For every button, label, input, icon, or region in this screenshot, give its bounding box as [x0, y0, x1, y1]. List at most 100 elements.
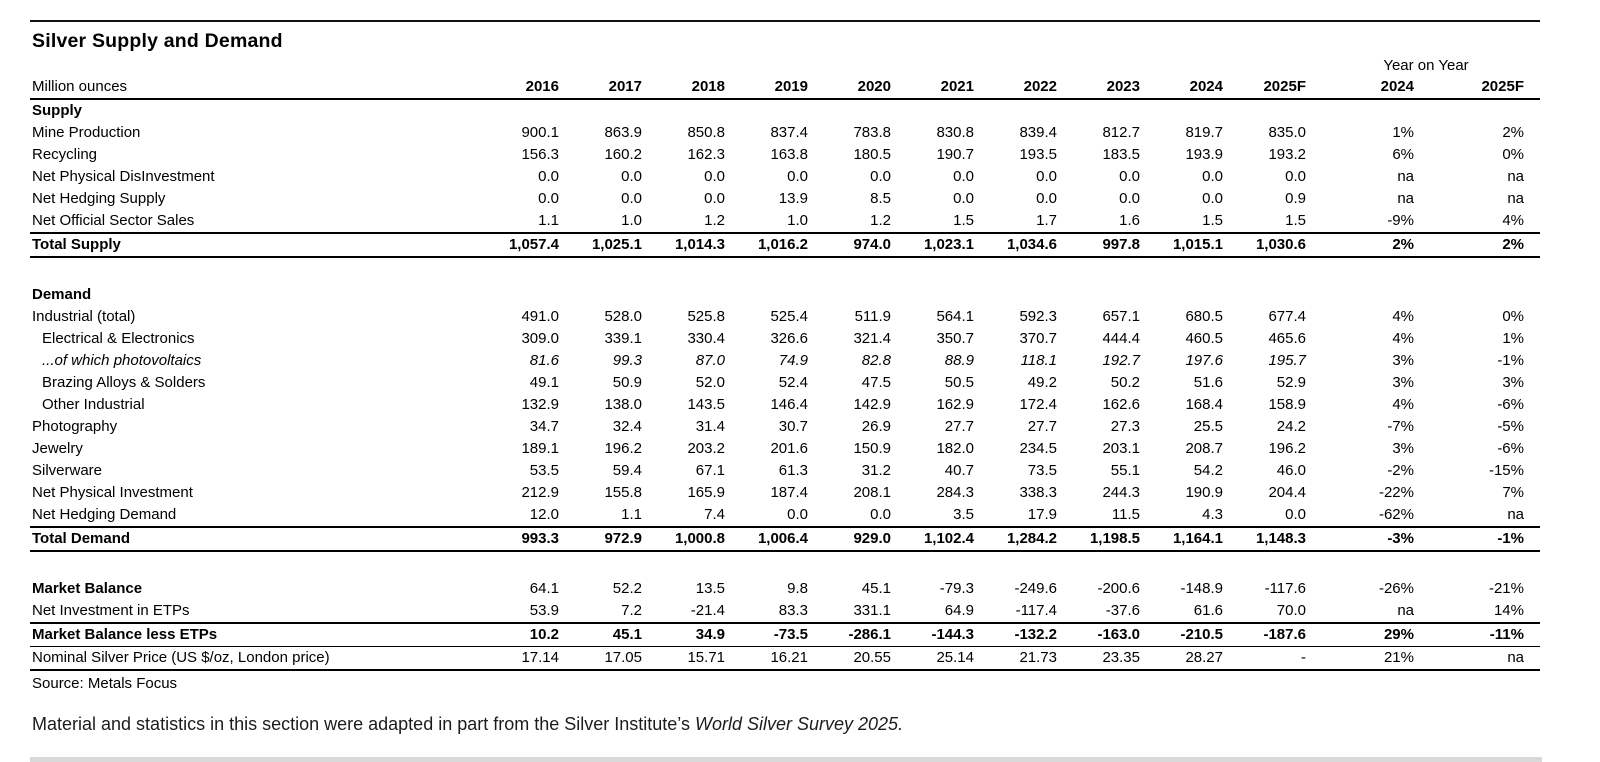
value-cell: -148.9 — [1180, 580, 1223, 597]
row-label: Other Industrial — [42, 396, 145, 413]
yoy-cell: 6% — [1392, 146, 1414, 163]
yoy-cell: na — [1397, 168, 1414, 185]
row-label: Net Investment in ETPs — [30, 600, 490, 624]
value-cell: 0.0 — [1237, 504, 1320, 528]
value-cell — [739, 284, 822, 306]
value-cell: 99.3 — [612, 352, 642, 369]
value-cell — [490, 99, 573, 122]
value-cell: 45.1 — [861, 580, 891, 597]
table-row: Photography 34.7 32.4 31.4 30.7 26.9 27.7 27.7 2… — [30, 416, 1540, 438]
value-cell: 0.0 — [1285, 168, 1306, 185]
yoy-cell: 2% — [1430, 233, 1540, 258]
value-cell: 592.3 — [1019, 308, 1057, 325]
value-cell: 339.1 — [604, 330, 642, 347]
value-cell: 32.4 — [612, 418, 642, 435]
value-cell: 1.5 — [1237, 210, 1320, 234]
value-cell: 208.1 — [853, 484, 891, 501]
value-cell: 47.5 — [861, 374, 891, 391]
value-cell: 165.9 — [687, 484, 725, 501]
value-cell: 168.4 — [1185, 396, 1223, 413]
value-cell: 0.0 — [538, 168, 559, 185]
value-cell: 15.71 — [656, 646, 739, 671]
value-cell: 1,006.4 — [739, 527, 822, 552]
value-cell — [1154, 99, 1237, 122]
value-cell: 850.8 — [687, 124, 725, 141]
table-row: Demand — [30, 284, 1540, 306]
row-label: Net Physical Investment — [32, 484, 193, 501]
table-body: Supply Mine Production 900.1 863.9 850.8 837.… — [30, 99, 1540, 671]
value-cell: 7.4 — [656, 504, 739, 528]
value-cell: 31.4 — [695, 418, 725, 435]
value-cell: 1,284.2 — [988, 527, 1071, 552]
value-cell: 0.0 — [1202, 190, 1223, 207]
value-cell: -187.6 — [1237, 623, 1320, 647]
value-cell: 13.9 — [778, 190, 808, 207]
yoy-cell — [1320, 284, 1430, 306]
value-cell — [988, 284, 1071, 306]
value-cell — [905, 284, 988, 306]
value-cell: 27.3 — [1110, 418, 1140, 435]
value-cell: 837.4 — [770, 124, 808, 141]
value-cell: 25.5 — [1193, 418, 1223, 435]
value-cell: 338.3 — [1019, 484, 1057, 501]
yoy-column-header: 2024 — [1320, 76, 1430, 100]
value-cell: 1,025.1 — [573, 233, 656, 258]
yoy-cell: 1% — [1392, 124, 1414, 141]
value-cell: 189.1 — [521, 440, 559, 457]
value-cell: 1,164.1 — [1154, 527, 1237, 552]
value-cell: 525.4 — [770, 308, 808, 325]
value-cell: 158.9 — [1268, 396, 1306, 413]
row-label: Net Hedging Demand — [30, 504, 490, 528]
yoy-cell: 3% — [1392, 352, 1414, 369]
value-cell: 88.9 — [944, 352, 974, 369]
value-cell: 564.1 — [936, 308, 974, 325]
year-column-header: 2025F — [1237, 76, 1320, 100]
value-cell: 34.9 — [656, 623, 739, 647]
spacer-row — [30, 551, 1540, 578]
yoy-cell: -5% — [1497, 418, 1524, 435]
value-cell: 0.0 — [1036, 168, 1057, 185]
value-cell: 1.5 — [905, 210, 988, 234]
value-cell: 0.0 — [787, 168, 808, 185]
value-cell: 460.5 — [1185, 330, 1223, 347]
table-row: Market Balance 64.1 52.2 13.5 9.8 45.1 -79.3 -2… — [30, 578, 1540, 600]
value-cell — [822, 284, 905, 306]
value-cell: 82.8 — [861, 352, 891, 369]
table-row: Net Official Sector Sales 1.1 1.0 1.2 1.0 1.2… — [30, 210, 1540, 234]
yoy-cell: -22% — [1378, 484, 1414, 501]
year-column-header: 2016 — [490, 76, 573, 100]
value-cell: 657.1 — [1102, 308, 1140, 325]
header-spacer-cell — [490, 56, 1320, 76]
value-cell: 208.7 — [1185, 440, 1223, 457]
value-cell: 1,000.8 — [656, 527, 739, 552]
value-cell: 23.35 — [1071, 646, 1154, 671]
value-cell: 143.5 — [687, 396, 725, 413]
yoy-cell: 21% — [1320, 646, 1430, 671]
yoy-cell: 29% — [1320, 623, 1430, 647]
value-cell: 25.14 — [905, 646, 988, 671]
value-cell: 193.5 — [1019, 146, 1057, 163]
value-cell: -286.1 — [822, 623, 905, 647]
yoy-cell: 4% — [1430, 210, 1540, 234]
table-row: Silverware 53.5 59.4 67.1 61.3 31.2 40.7 73.5 55… — [30, 460, 1540, 482]
value-cell — [1071, 99, 1154, 122]
value-cell: 49.1 — [529, 374, 559, 391]
value-cell: 64.1 — [529, 580, 559, 597]
row-label: Net Hedging Supply — [32, 190, 166, 207]
yoy-cell: -6% — [1497, 396, 1524, 413]
value-cell: 1.6 — [1071, 210, 1154, 234]
row-label: Jewelry — [32, 440, 83, 457]
value-cell: 156.3 — [521, 146, 559, 163]
table-row: Total Demand 993.3 972.9 1,000.8 1,006.4 929.… — [30, 527, 1540, 552]
table-row: Recycling 156.3 160.2 162.3 163.8 180.5 190.7 1… — [30, 144, 1540, 166]
yoy-cell: 3% — [1392, 374, 1414, 391]
value-cell — [988, 99, 1071, 122]
value-cell: 55.1 — [1110, 462, 1140, 479]
value-cell — [1237, 99, 1320, 122]
value-cell: 192.7 — [1102, 352, 1140, 369]
value-cell: 9.8 — [787, 580, 808, 597]
value-cell: 183.5 — [1102, 146, 1140, 163]
table-row: Total Supply 1,057.4 1,025.1 1,014.3 1,016.2… — [30, 233, 1540, 258]
value-cell: 190.7 — [936, 146, 974, 163]
value-cell: 244.3 — [1102, 484, 1140, 501]
